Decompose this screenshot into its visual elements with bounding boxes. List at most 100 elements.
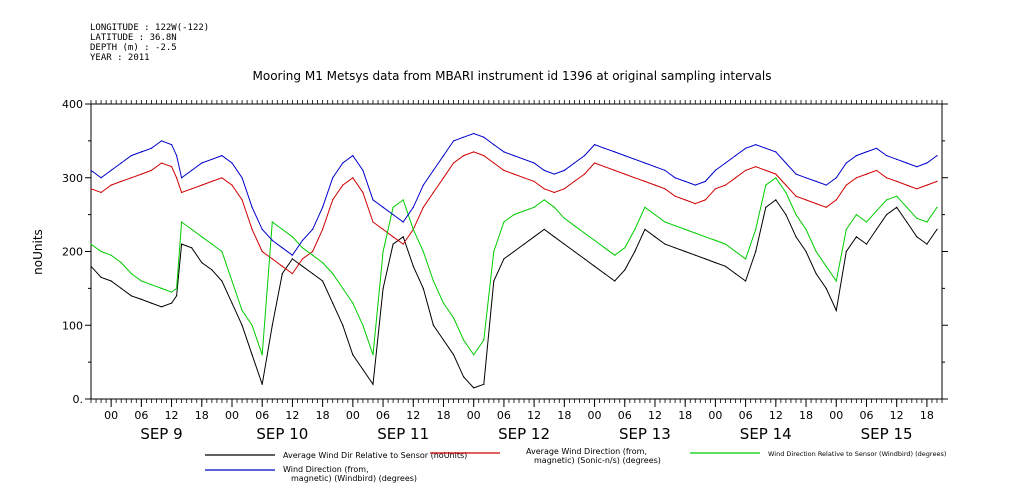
x-tick-label: 00 bbox=[588, 409, 602, 422]
series-3-point bbox=[201, 162, 203, 164]
series-2-point bbox=[382, 250, 384, 253]
x-tick-label: 00 bbox=[829, 409, 843, 422]
series-0-point bbox=[453, 354, 455, 356]
series-2-point bbox=[453, 317, 455, 319]
series-1-point bbox=[171, 166, 173, 168]
series-3-point bbox=[412, 206, 414, 208]
series-0-point bbox=[936, 228, 938, 230]
series-2-point bbox=[120, 262, 122, 264]
legend-label-1: Average Wind Direction (from, bbox=[526, 447, 647, 456]
series-0-point bbox=[382, 287, 384, 289]
series-3-point bbox=[694, 184, 696, 186]
series-1-point bbox=[503, 169, 505, 171]
series-0-point bbox=[493, 280, 495, 282]
series-3-point bbox=[664, 169, 666, 171]
series-1-point bbox=[644, 180, 646, 182]
series-0-point bbox=[513, 250, 515, 253]
series-0-point bbox=[312, 273, 314, 275]
series-0-point bbox=[130, 295, 132, 297]
series-3-point bbox=[573, 162, 576, 164]
series-2-point bbox=[734, 250, 737, 253]
series-2-point bbox=[664, 221, 666, 223]
series-0-point bbox=[120, 287, 122, 289]
series-3-point bbox=[221, 155, 223, 157]
x-tick-label: 12 bbox=[769, 409, 783, 422]
series-0-point bbox=[211, 269, 213, 271]
series-0-point bbox=[473, 387, 475, 389]
series-3-point bbox=[805, 177, 807, 179]
plot-frame bbox=[90, 103, 943, 400]
series-1-point bbox=[745, 169, 747, 171]
series-1-point bbox=[181, 191, 183, 194]
series-3-point bbox=[684, 180, 686, 182]
series-3-point bbox=[755, 144, 757, 146]
series-2-point bbox=[342, 287, 344, 289]
series-0-point bbox=[412, 265, 414, 267]
series-2-point bbox=[241, 309, 243, 312]
series-3-point bbox=[372, 199, 374, 201]
series-0-point bbox=[865, 243, 868, 245]
series-0-point bbox=[362, 368, 364, 371]
series-3-point bbox=[392, 214, 394, 216]
series-1-point bbox=[926, 184, 928, 186]
series-3-point bbox=[594, 144, 596, 146]
series-1-point bbox=[201, 184, 203, 186]
series-2-point bbox=[875, 210, 878, 212]
series-0-point bbox=[342, 324, 344, 326]
y-tick-label: 300 bbox=[62, 172, 83, 185]
series-0-point bbox=[573, 250, 576, 253]
series-2-point bbox=[201, 236, 203, 238]
series-3-point bbox=[130, 155, 132, 157]
x-day-label: SEP 11 bbox=[377, 425, 429, 443]
series-1-point bbox=[493, 162, 495, 164]
series-2-point bbox=[714, 239, 717, 241]
series-3-point bbox=[563, 169, 565, 171]
series-2-point bbox=[765, 184, 767, 186]
series-2-point bbox=[815, 250, 817, 253]
x-tick-label: 06 bbox=[497, 409, 511, 422]
series-0-point bbox=[594, 265, 596, 267]
series-1-point bbox=[775, 173, 777, 175]
series-0-point bbox=[231, 302, 233, 304]
series-2-point bbox=[573, 225, 576, 227]
series-0-point bbox=[916, 236, 918, 238]
series-0-point bbox=[855, 236, 858, 238]
series-3-point bbox=[533, 162, 535, 164]
series-2-point bbox=[442, 302, 445, 304]
series-3-point bbox=[704, 180, 706, 182]
series-0-point bbox=[176, 295, 178, 297]
x-tick-label: 06 bbox=[376, 409, 390, 422]
y-tick-label: 400 bbox=[62, 98, 83, 111]
series-3-point bbox=[503, 151, 505, 153]
x-tick-label: 06 bbox=[859, 409, 873, 422]
series-2-point bbox=[745, 258, 747, 260]
series-0-point bbox=[201, 262, 203, 264]
series-0-point bbox=[654, 236, 656, 238]
series-1-point bbox=[382, 228, 384, 230]
series-0-point bbox=[583, 258, 586, 260]
series-0-point bbox=[875, 228, 878, 230]
series-2-point bbox=[563, 217, 565, 219]
series-3-point bbox=[231, 162, 233, 164]
series-0-point bbox=[825, 287, 827, 289]
series-3-point bbox=[845, 162, 847, 164]
x-tick-label: 12 bbox=[890, 409, 904, 422]
series-2-point bbox=[785, 191, 787, 194]
header-block: LONGITUDE : 122W(-122) LATITUDE : 36.8N … bbox=[90, 23, 209, 63]
series-0-point bbox=[684, 250, 686, 253]
series-3-point bbox=[176, 155, 178, 157]
series-2-point bbox=[896, 195, 898, 197]
series-0-point bbox=[261, 383, 263, 385]
series-2-point bbox=[392, 206, 394, 208]
series-0-point bbox=[171, 302, 173, 304]
series-2-point bbox=[644, 206, 646, 208]
series-0-point bbox=[795, 236, 797, 238]
x-day-label: SEP 15 bbox=[861, 425, 913, 443]
series-0-point bbox=[100, 276, 102, 278]
x-tick-label: 00 bbox=[708, 409, 722, 422]
series-0-point bbox=[745, 280, 747, 282]
series-0-point bbox=[392, 243, 394, 245]
series-2-point bbox=[130, 273, 132, 275]
x-tick-label: 12 bbox=[285, 409, 299, 422]
